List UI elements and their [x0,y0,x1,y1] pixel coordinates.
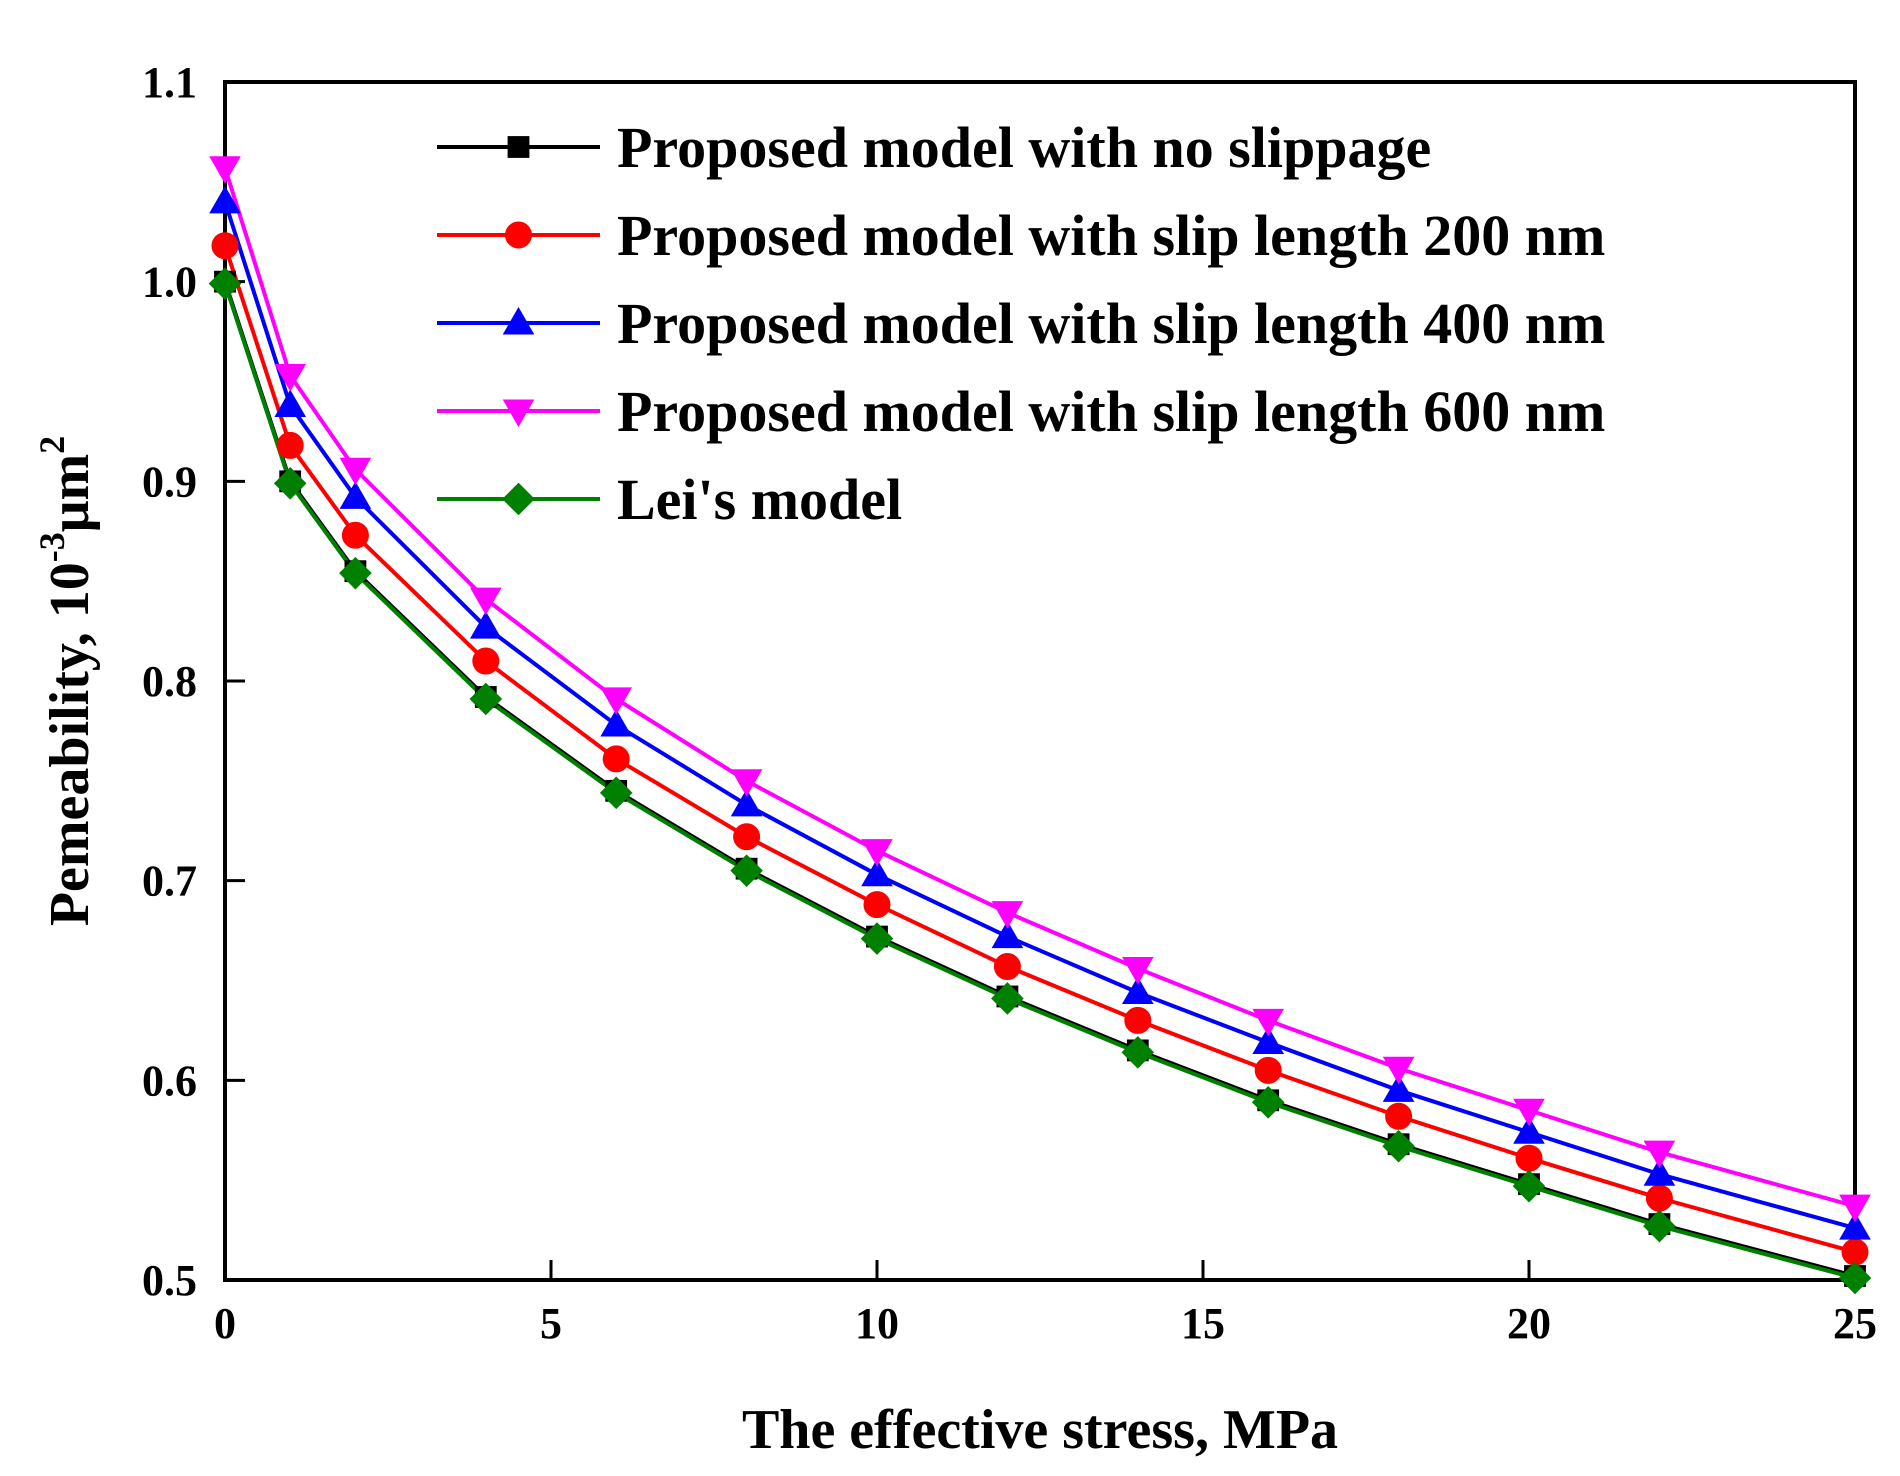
legend-marker [505,221,532,249]
data-point [1839,1212,1871,1240]
data-point [1121,956,1154,985]
legend-label: Proposed model with slip length 200 nm [617,203,1605,268]
data-point [1513,1098,1545,1127]
data-point [993,953,1021,981]
data-point [276,431,304,459]
y-tick-label: 0.8 [142,657,197,706]
data-point [339,481,372,509]
data-point [1512,1169,1546,1203]
legend-marker [502,482,535,516]
data-point [600,708,633,737]
x-tick-label: 20 [1507,1299,1551,1348]
data-point [1252,1008,1285,1037]
data-point [1515,1144,1543,1172]
data-point [600,687,633,715]
x-tick-label: 0 [214,1299,236,1348]
series-line [223,201,1856,1231]
x-axis: 0 5 10 15 20 25 [214,1260,1877,1348]
data-point [339,556,372,590]
data-point [1382,1129,1415,1163]
data-point [469,682,503,716]
data-point [602,745,630,773]
legend-label: Lei's model [617,467,902,532]
legend-label: Proposed model with no slippage [617,115,1431,180]
data-point [1382,1056,1415,1085]
data-point [209,185,241,214]
y-axis-title-unit-exponent: 2 [32,436,72,454]
y-tick-label: 0.7 [142,857,197,906]
data-point [861,839,893,867]
data-point [1643,1158,1676,1186]
data-point [730,769,763,797]
data-point [1643,1140,1676,1169]
data-point [273,467,307,500]
data-point [1839,1194,1871,1223]
data-point [211,232,239,260]
data-point [1382,1074,1415,1102]
series-line [223,283,1856,1280]
y-tick-label: 0.6 [142,1056,197,1105]
y-axis: 0.5 0.6 0.7 0.8 0.9 1.0 1.1 [142,58,245,1305]
data-point [472,647,500,675]
data-point [1254,1056,1282,1084]
data-point [1645,1184,1673,1212]
data-point [730,788,763,817]
data-point [1251,1085,1285,1119]
series-line [223,245,1856,1254]
data-point [341,521,369,549]
legend-label: Proposed model with slip length 600 nm [617,379,1605,444]
data-point [1643,1209,1676,1243]
data-point [863,891,891,919]
legend-marker [507,136,530,158]
data-point [1838,1261,1872,1295]
data-point [1513,1116,1545,1144]
data-point [1252,1026,1285,1054]
y-axis-title: Pemeability, 10-3μm2 [32,436,101,926]
series-markers [208,156,1872,1295]
x-tick-label: 5 [540,1299,562,1348]
data-point [991,920,1024,949]
data-point [1121,976,1154,1005]
legend-marker [502,399,535,427]
data-point [1124,1006,1152,1034]
series-lines [223,167,1856,1280]
y-tick-label: 1.1 [142,58,197,107]
data-point [469,587,502,616]
series-line [223,167,1856,1209]
data-point [861,858,893,887]
data-point [274,389,307,418]
data-point [1121,1036,1155,1069]
x-tick-label: 10 [855,1299,899,1348]
data-point [208,267,242,300]
y-tick-label: 1.0 [142,258,197,307]
data-point [339,457,372,486]
data-point [991,982,1024,1015]
y-axis-title-exponent: -3 [32,532,72,562]
x-tick-label: 15 [1181,1299,1225,1348]
y-tick-label: 0.5 [142,1256,197,1305]
data-point [733,823,761,851]
y-axis-title-main: Pemeability, 10 [39,562,101,926]
data-point [274,363,307,392]
y-axis-title-unit: μm [39,454,101,532]
data-point [1385,1102,1413,1130]
data-point [991,901,1024,929]
data-point [469,611,502,639]
data-point [860,922,894,955]
y-tick-label: 0.9 [142,457,197,506]
data-point [730,854,763,887]
data-point [1841,1238,1869,1266]
legend: Proposed model with no slippage Proposed … [437,115,1605,532]
legend-marker [502,307,535,335]
x-axis-title: The effective stress, MPa [742,1399,1338,1461]
data-point [209,156,241,184]
legend-label: Proposed model with slip length 400 nm [617,291,1605,356]
x-tick-label: 25 [1833,1299,1877,1348]
data-point [599,776,633,810]
